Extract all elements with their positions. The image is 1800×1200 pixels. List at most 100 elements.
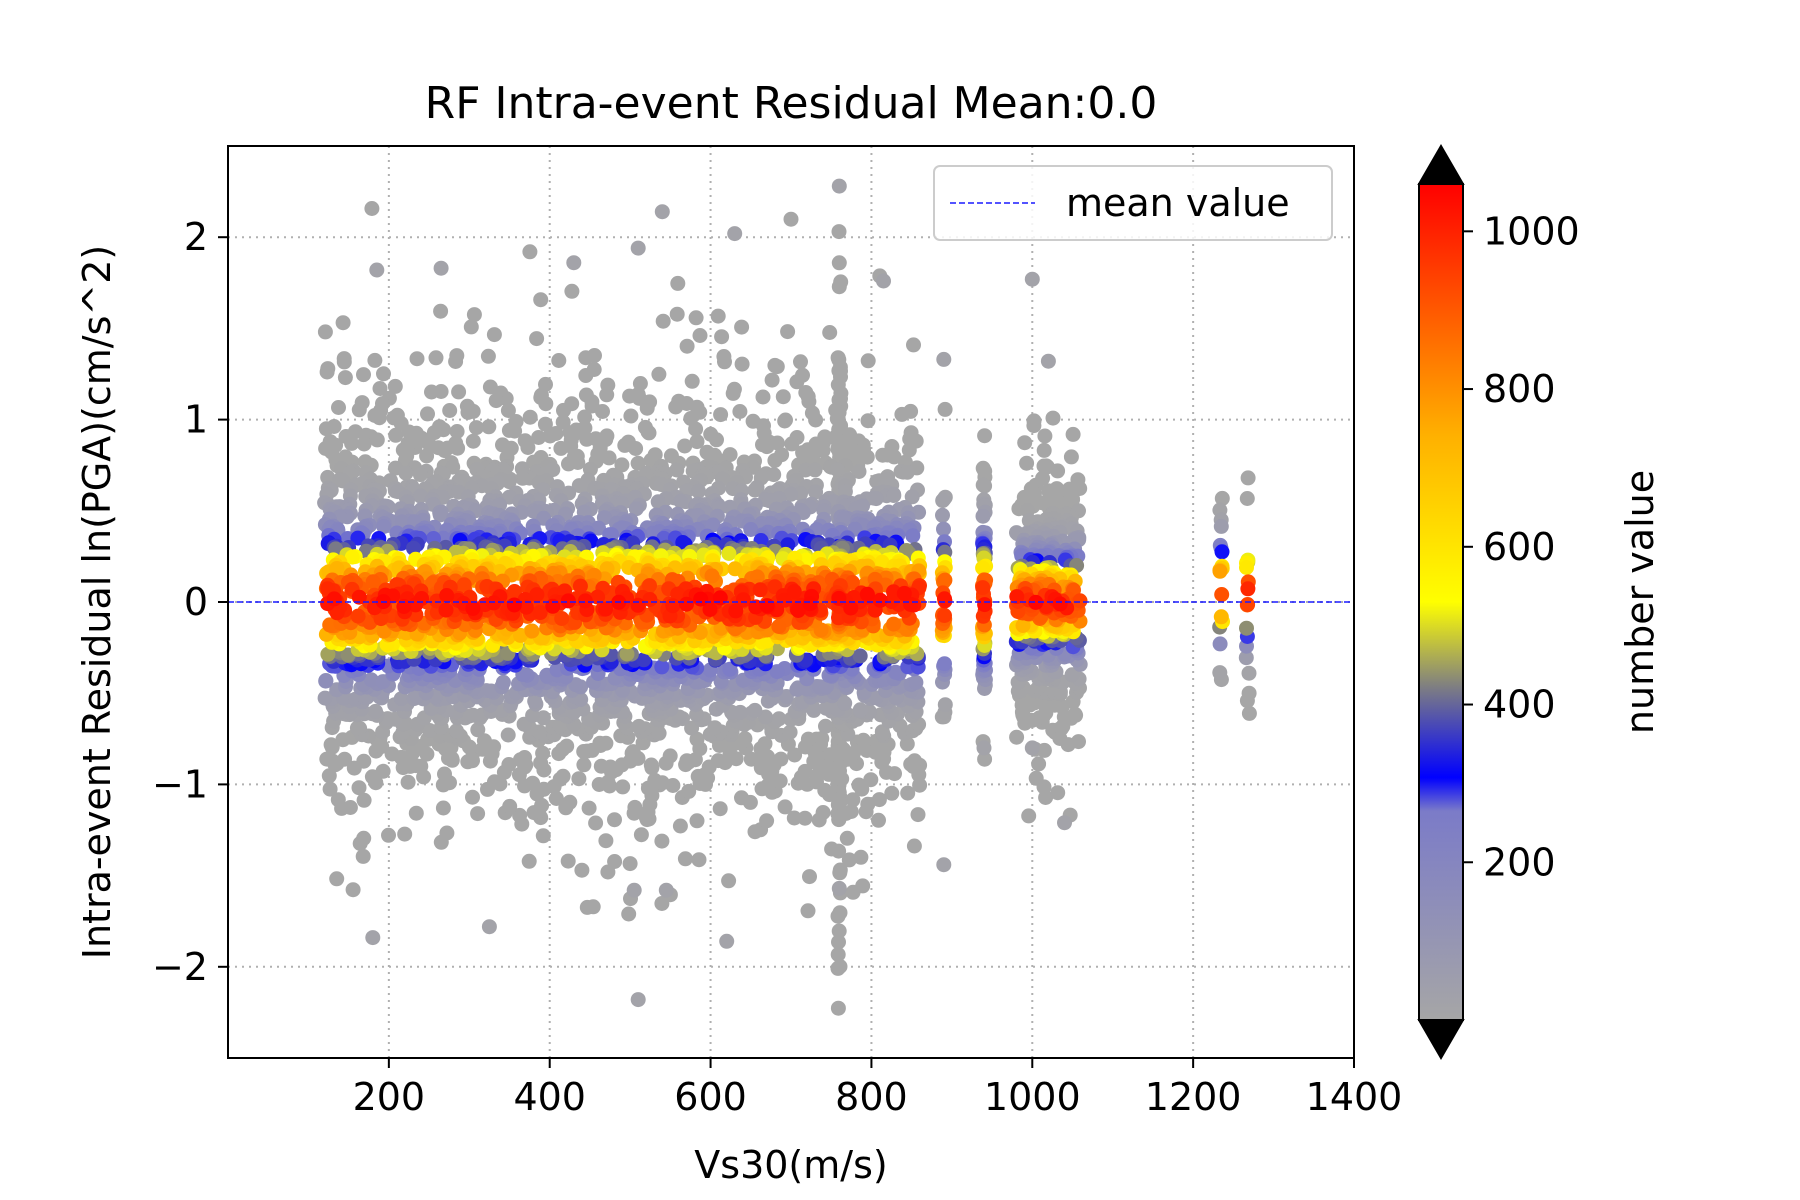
scatter-point — [329, 871, 345, 887]
colorbar-tick-label: 400 — [1483, 683, 1556, 727]
scatter-point — [752, 582, 768, 598]
scatter-point — [894, 406, 910, 422]
scatter-point — [545, 598, 561, 614]
scatter-point — [910, 807, 926, 823]
scatter-point — [722, 661, 738, 677]
scatter-point — [771, 711, 787, 727]
scatter-point — [527, 693, 543, 709]
scatter-point — [859, 586, 875, 602]
scatter-point — [668, 399, 684, 415]
scatter-point — [520, 440, 536, 455]
scatter-point — [592, 735, 608, 751]
scatter-point — [855, 878, 871, 894]
scatter-point — [561, 456, 576, 472]
scatter-point — [784, 436, 800, 452]
scatter-point — [1031, 756, 1047, 772]
scatter-point — [500, 727, 516, 743]
scatter-point — [721, 546, 737, 561]
scatter-point — [433, 260, 449, 276]
scatter-point — [614, 457, 630, 473]
scatter-point — [670, 275, 686, 291]
scatter-point — [1239, 620, 1254, 636]
scatter-point — [681, 783, 697, 799]
scatter-point — [764, 372, 780, 388]
scatter-point — [507, 423, 523, 439]
scatter-point — [725, 385, 741, 401]
scatter-point — [556, 402, 571, 418]
scatter-point — [904, 489, 920, 505]
scatter-point — [814, 731, 830, 746]
scatter-point — [581, 800, 597, 816]
scatter-point — [734, 790, 749, 806]
scatter-point — [777, 413, 793, 429]
scatter-point — [365, 574, 381, 590]
scatter-point — [808, 484, 824, 500]
scatter-point — [598, 833, 614, 849]
scatter-point — [709, 432, 724, 448]
scatter-point — [935, 493, 951, 509]
scatter-point — [801, 394, 817, 409]
scatter-point — [976, 740, 992, 756]
scatter-point — [1072, 593, 1088, 609]
scatter-point — [802, 869, 817, 885]
scatter-point — [381, 827, 396, 843]
scatter-point — [449, 723, 464, 739]
scatter-point — [465, 433, 481, 449]
scatter-point — [518, 599, 534, 615]
scatter-point — [577, 593, 593, 609]
scatter-point — [619, 646, 635, 662]
scatter-point — [481, 419, 497, 435]
scatter-point — [574, 862, 590, 878]
scatter-point — [769, 359, 785, 375]
scatter-point — [899, 464, 915, 480]
scatter-point — [1071, 734, 1086, 750]
scatter-point — [342, 800, 358, 815]
scatter-point — [424, 384, 439, 400]
scatter-point — [538, 396, 554, 412]
scatter-point — [329, 561, 345, 576]
scatter-point — [517, 750, 533, 765]
scatter-point — [553, 440, 569, 456]
scatter-point — [463, 319, 479, 335]
scatter-point — [535, 745, 551, 761]
scatter-point — [833, 445, 849, 461]
colorbar-tick-label: 600 — [1483, 525, 1556, 569]
scatter-point — [337, 370, 353, 386]
scatter-point — [1057, 815, 1072, 831]
scatter-point — [398, 465, 414, 481]
scatter-point — [868, 491, 884, 507]
scatter-point — [831, 178, 847, 194]
scatter-point — [793, 354, 808, 370]
scatter-point — [1240, 597, 1256, 612]
scatter-point — [326, 591, 342, 607]
scatter-point — [735, 592, 751, 608]
scatter-point — [783, 486, 799, 502]
scatter-point — [554, 611, 570, 626]
scatter-point — [907, 753, 923, 769]
scatter-point — [559, 738, 575, 754]
scatter-point — [572, 578, 588, 594]
scatter-point — [384, 746, 400, 762]
scatter-point — [579, 899, 595, 915]
scatter-point — [871, 792, 887, 808]
scatter-point — [705, 517, 721, 533]
scatter-point — [1065, 426, 1081, 442]
x-tick-label: 1400 — [1306, 1075, 1403, 1119]
scatter-point — [1026, 418, 1042, 434]
scatter-point — [460, 404, 476, 420]
scatter-point — [789, 374, 805, 390]
scatter-point — [356, 792, 372, 808]
scatter-point — [607, 854, 623, 869]
scatter-point — [628, 501, 644, 517]
scatter-point — [975, 560, 991, 576]
scatter-point — [1240, 581, 1256, 597]
scatter-point — [476, 733, 492, 749]
scatter-point — [829, 411, 845, 427]
scatter-point — [531, 430, 547, 445]
scatter-point — [1024, 271, 1040, 287]
scatter-point — [1214, 490, 1230, 506]
scatter-point — [874, 554, 890, 570]
scatter-point — [977, 428, 993, 444]
scatter-point — [843, 804, 859, 819]
scatter-point — [507, 584, 522, 599]
